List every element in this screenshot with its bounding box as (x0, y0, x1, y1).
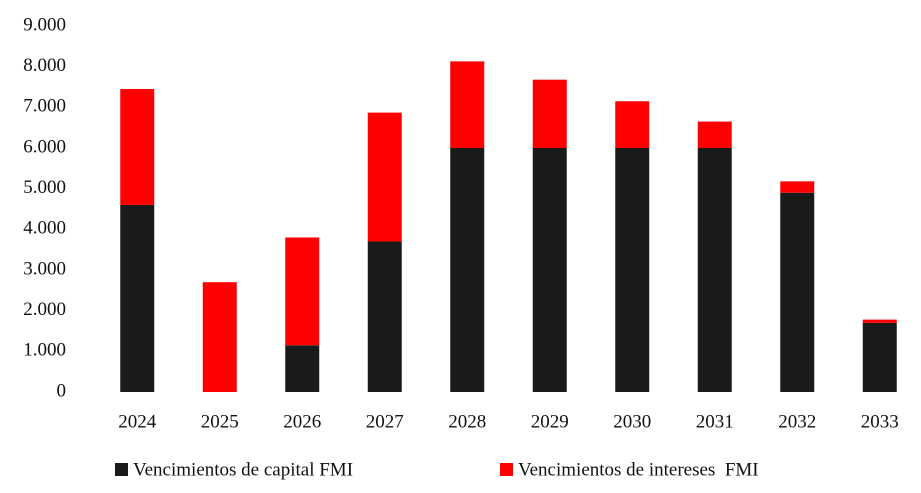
x-tick-label: 2033 (861, 411, 899, 432)
bar-segment (202, 282, 237, 392)
legend-swatch (500, 463, 513, 476)
bar-segment (285, 345, 320, 392)
bar-segment (697, 121, 732, 148)
bar-segment (367, 112, 402, 242)
y-tick-label: 6.000 (23, 136, 66, 157)
x-tick-label: 2026 (283, 411, 321, 432)
bar-segment (120, 89, 155, 205)
bar-segment (450, 148, 485, 392)
x-tick-label: 2024 (118, 411, 157, 432)
x-tick-label: 2030 (613, 411, 651, 432)
legend-swatch (115, 463, 128, 476)
x-tick-label: 2025 (201, 411, 239, 432)
x-tick-label: 2031 (696, 411, 734, 432)
bar-segment (532, 79, 567, 148)
bar-segment (615, 148, 650, 392)
bar-segment (450, 61, 485, 148)
bar-segment (697, 148, 732, 392)
legend-label: Vencimientos de capital FMI (133, 459, 353, 480)
bar-segment (615, 101, 650, 148)
y-tick-label: 1.000 (23, 340, 66, 361)
y-tick-label: 8.000 (23, 55, 66, 76)
bar-segment (780, 192, 815, 392)
y-tick-label: 0 (57, 380, 67, 401)
bar-segment (367, 241, 402, 392)
y-tick-label: 5.000 (23, 177, 66, 198)
y-tick-label: 2.000 (23, 299, 66, 320)
y-tick-label: 4.000 (23, 218, 66, 239)
x-tick-label: 2032 (778, 411, 816, 432)
y-tick-label: 7.000 (23, 96, 66, 117)
bar-segment (862, 319, 897, 323)
legend-label: Vencimientos de intereses FMI (518, 459, 759, 480)
y-tick-label: 9.000 (23, 14, 66, 35)
y-tick-label: 3.000 (23, 258, 66, 279)
bar-segment (285, 237, 320, 346)
bar-segment (780, 181, 815, 193)
bar-segment (532, 148, 567, 392)
x-tick-label: 2027 (366, 411, 404, 432)
bar-segment (120, 204, 155, 392)
bar-segment (862, 322, 897, 392)
x-tick-label: 2028 (448, 411, 486, 432)
x-tick-label: 2029 (531, 411, 569, 432)
